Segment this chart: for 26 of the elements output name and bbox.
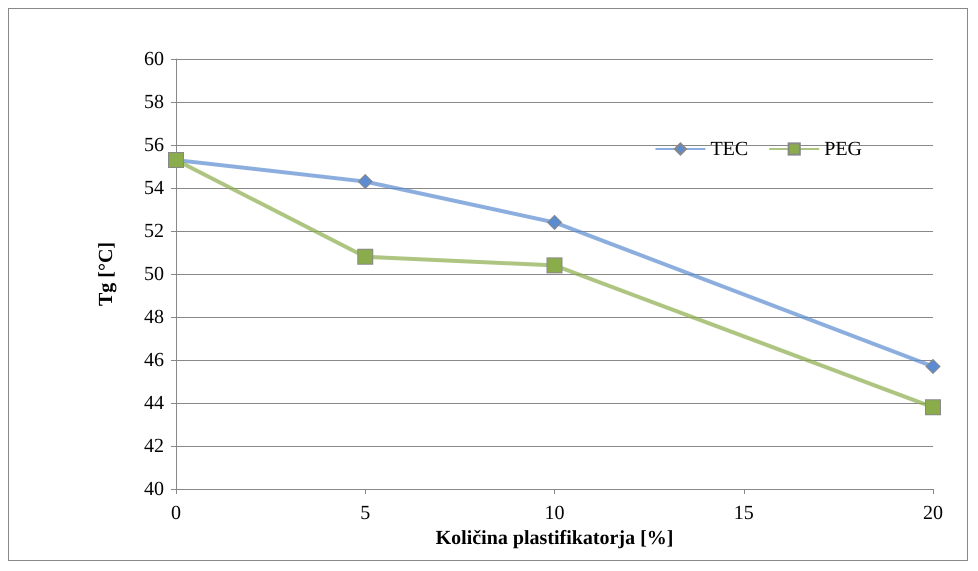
y-tick-label: 50 xyxy=(144,263,164,285)
x-tick-label: 10 xyxy=(544,502,564,524)
point xyxy=(925,399,941,416)
legend-label: TEC xyxy=(710,138,748,160)
y-tick-label: 60 xyxy=(144,48,164,70)
y-tick-label: 44 xyxy=(144,392,164,414)
y-tick-label: 58 xyxy=(144,91,164,113)
x-tick-label: 20 xyxy=(923,502,943,524)
legend-label: PEG xyxy=(824,138,862,160)
point xyxy=(358,174,373,190)
point xyxy=(547,214,562,230)
y-axis-title: Tg [°C] xyxy=(95,242,117,306)
point xyxy=(546,257,562,274)
y-tick-label: 48 xyxy=(144,306,164,328)
y-tick-label: 42 xyxy=(144,435,164,457)
y-tick-label: 54 xyxy=(144,177,164,199)
y-tick-label: 40 xyxy=(144,478,164,500)
x-tick-label: 0 xyxy=(171,502,181,524)
point xyxy=(357,248,374,265)
y-tick-label: 46 xyxy=(144,349,164,371)
x-axis-title: Količina plastifikatorja [%] xyxy=(436,526,674,549)
y-tick-label: 52 xyxy=(144,220,164,242)
point xyxy=(926,358,940,374)
y-tick-label: 56 xyxy=(144,134,164,156)
x-tick-label: 15 xyxy=(734,502,754,524)
x-tick-label: 5 xyxy=(360,502,370,524)
